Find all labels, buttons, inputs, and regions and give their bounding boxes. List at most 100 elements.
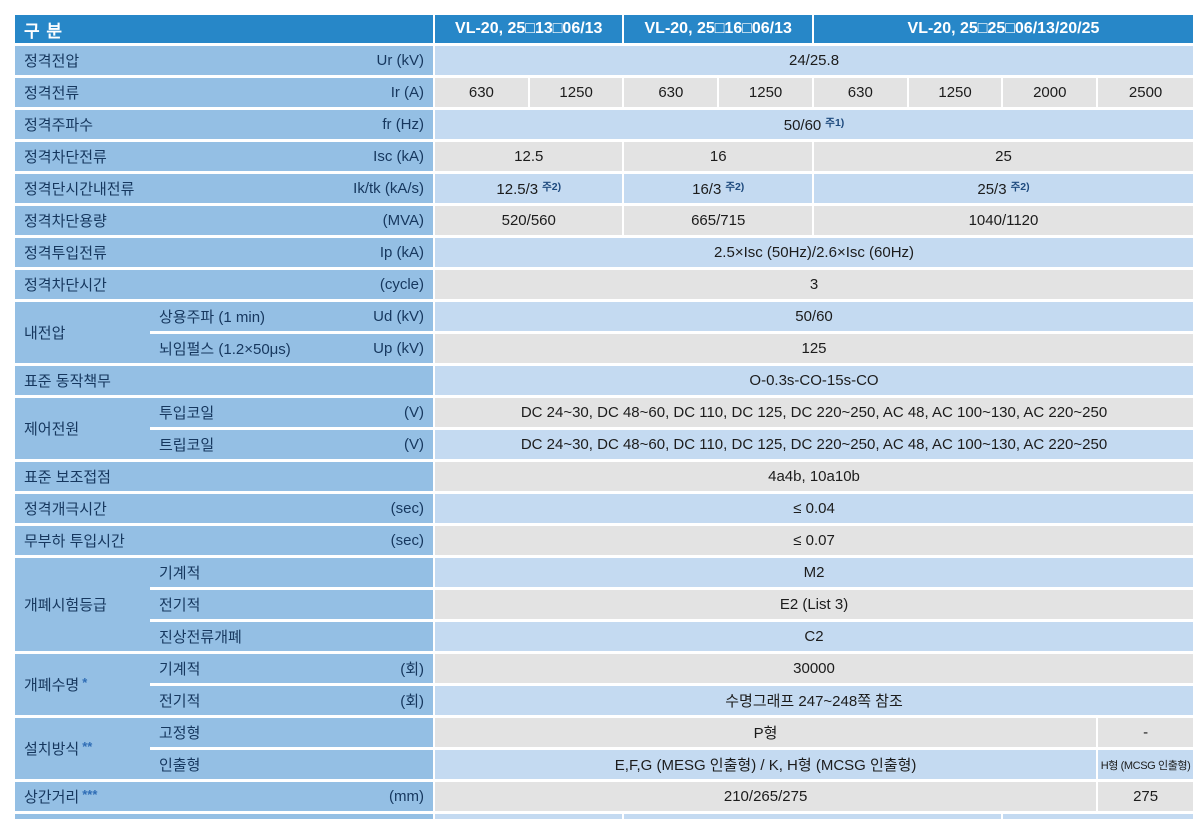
spec-row: 인출형 E,F,G (MESG 인출형) / K, H형 (MCSG 인출형) H형… <box>15 750 1193 782</box>
row-sublabel-flex: 전기적 <box>150 594 433 615</box>
spec-value-cell: 16/3 주2) <box>624 174 814 206</box>
spec-value-cell: E2 (List 3) <box>435 590 1193 622</box>
row-sublabel: 전기적 <box>159 597 201 614</box>
note-superscript: 주2) <box>725 181 745 193</box>
spec-value-cell: 520/560 <box>435 206 625 238</box>
row-sublabel-flex: 트립코일 (V) <box>150 434 433 455</box>
row-label-flex: 정격차단전류 Isc (kA) <box>15 146 433 167</box>
value-text: H형 (MCSG 인출형) <box>1100 759 1191 772</box>
row-unit: (회) <box>400 661 425 678</box>
spec-value-cell: 12.5/3 주2) <box>435 174 625 206</box>
spec-row: 표준 보조접점 4a4b, 10a10b <box>15 462 1193 494</box>
spec-value-cell: 665/715 <box>624 206 814 238</box>
row-label: 정격개극시간 <box>24 501 107 518</box>
row-label-cell: 표준 보조접점 <box>15 462 436 494</box>
spec-row: 뇌임펄스 (1.2×50μs) Up (kV) 125 <box>15 334 1193 366</box>
spec-value-cell: DC 24~30, DC 48~60, DC 110, DC 125, DC 2… <box>435 398 1193 430</box>
row-label-flex: 상간거리 *** (mm) <box>15 786 433 807</box>
row-label-flex: 표준 동작책무 <box>15 370 433 391</box>
row-label-flex: 정격차단시간 (cycle) <box>15 274 433 295</box>
row-unit: (sec) <box>390 500 425 517</box>
row-unit: (V) <box>404 404 425 421</box>
value-text: ≤ 0.04 <box>793 500 835 517</box>
row-label-cell: 표준 동작책무 <box>15 366 436 398</box>
value-text: E,F,G (MESG 인출형) / K, H형 (MCSG 인출형) <box>614 757 917 774</box>
spec-row: 개폐시험등급 기계적 M2 <box>15 558 1193 654</box>
value-text: 12.5 <box>514 148 544 165</box>
row-label-cell: 무부하 투입시간 (sec) <box>15 526 436 558</box>
spec-value-cell: H형 (MCSG 인출형) <box>1098 750 1193 782</box>
row-sublabel-flex: 고정형 <box>150 722 433 743</box>
row-label-flex: 정격차단용량 (MVA) <box>15 210 433 231</box>
spec-row: 설치방식 ** 고정형 P형 - <box>15 718 1193 782</box>
row-label-cell: 상간거리 *** (mm) <box>15 782 436 814</box>
row-label-cell: 정격주파수 fr (Hz) <box>15 110 436 142</box>
row-label-flex: 정격전류 Ir (A) <box>15 82 433 103</box>
spec-value-cell: 630 <box>624 78 720 110</box>
row-group-label-cell: 제어전원 <box>15 398 150 462</box>
row-sublabel: 투입코일 <box>159 405 215 422</box>
spec-row: 정격차단용량 (MVA) 520/560 665/715 1040/1120 <box>15 206 1193 238</box>
row-sublabel-cell: 상용주파 (1 min) Ud (kV) <box>150 302 436 334</box>
row-label: 정격전류 <box>24 85 80 102</box>
row-label-cell: 정격투입전류 Ip (kA) <box>15 238 436 270</box>
spec-value-cell: 1250 <box>908 78 1004 110</box>
row-label-flex: 정격투입전류 Ip (kA) <box>15 242 433 263</box>
spec-row: 개폐수명 * 기계적 (회) 30000 <box>15 654 1193 718</box>
row-unit: Up (kV) <box>373 340 425 357</box>
corner-header: 구 분 <box>15 15 436 46</box>
value-text: O-0.3s-CO-15s-CO <box>749 372 879 389</box>
spec-value-cell: 2000 <box>1003 78 1099 110</box>
row-label: 상간거리 *** <box>24 787 98 806</box>
row-group-label-cell: 내전압 <box>15 302 150 366</box>
row-group-label: 개폐수명 * <box>24 675 88 694</box>
row-sublabel: 상용주파 (1 min) <box>159 309 266 326</box>
spec-value-cell: - <box>1098 718 1193 750</box>
row-label: 표준 동작책무 <box>24 373 111 390</box>
spec-row: 정격주파수 fr (Hz) 50/60 주1) <box>15 110 1193 142</box>
spec-table-header: 구 분 VL-20, 25□13□06/13 VL-20, 25□16□06/13 V… <box>15 15 1193 46</box>
row-sublabel-flex: 뇌임펄스 (1.2×50μs) Up (kV) <box>150 338 433 359</box>
spec-row: 내전압 상용주파 (1 min) Ud (kV) 50/60 <box>15 302 1193 366</box>
spec-value-cell: 2500 <box>1098 78 1193 110</box>
spec-row: 정격차단시간 (cycle) 3 <box>15 270 1193 302</box>
value-text: 630 <box>847 84 873 101</box>
spec-value-cell: 25 <box>813 142 1193 174</box>
spec-row: 트립코일 (V) DC 24~30, DC 48~60, DC 110, DC 12… <box>15 430 1193 462</box>
row-unit: Ip (kA) <box>379 244 425 261</box>
spec-value-cell: 30000 <box>435 654 1193 686</box>
spec-value-cell: 50/60 <box>435 302 1193 334</box>
row-label: 정격차단용량 <box>24 213 107 230</box>
spec-row: 전기적 (회) 수명그래프 247~248쪽 참조 <box>15 686 1193 718</box>
row-label-cell: 정격개극시간 (sec) <box>15 494 436 526</box>
row-sublabel: 트립코일 <box>159 437 215 454</box>
spec-value-cell <box>1003 814 1193 819</box>
row-unit: Ud (kV) <box>373 308 425 325</box>
row-unit: (회) <box>400 693 425 710</box>
row-sublabel: 기계적 <box>159 661 201 678</box>
spec-value-cell: 수명그래프 247~248쪽 참조 <box>435 686 1193 718</box>
row-sublabel-flex: 투입코일 (V) <box>150 402 433 423</box>
row-sublabel-cell: 인출형 <box>150 750 436 782</box>
row-group-label-flex: 개폐시험등급 <box>15 594 150 615</box>
value-text: 1250 <box>559 84 593 101</box>
spec-row: 정격단시간내전류 Ik/tk (kA/s) 12.5/3 주2) 16/3 주2) 25/3… <box>15 174 1193 206</box>
value-text: 520/560 <box>501 212 556 229</box>
spec-value-cell <box>435 814 625 819</box>
row-sublabel: 기계적 <box>159 565 201 582</box>
spec-value-cell: 1250 <box>529 78 625 110</box>
spec-value-cell: C2 <box>435 622 1193 654</box>
row-sublabel-flex: 인출형 <box>150 754 433 775</box>
value-text: 24/25.8 <box>788 52 840 69</box>
spec-value-cell: 1250 <box>719 78 814 110</box>
row-label-cell: 정격차단전류 Isc (kA) <box>15 142 436 174</box>
value-text: 2500 <box>1128 84 1163 101</box>
value-text: 1250 <box>748 84 783 101</box>
row-group-label: 설치방식 ** <box>24 739 93 758</box>
row-sublabel-cell: 투입코일 (V) <box>150 398 436 430</box>
row-unit: Ur (kV) <box>376 52 425 69</box>
spec-value-cell: 275 <box>1098 782 1193 814</box>
row-unit: (sec) <box>390 532 425 549</box>
note-superscript: 주1) <box>825 117 845 129</box>
row-group-label-flex: 개폐수명 * <box>15 674 150 695</box>
